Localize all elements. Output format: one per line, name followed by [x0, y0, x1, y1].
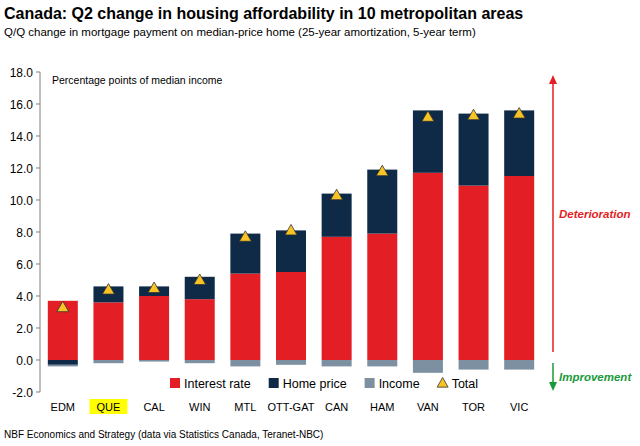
bar: [459, 114, 489, 186]
category-label: QUE: [97, 401, 121, 413]
annotation: Deterioration: [559, 208, 631, 220]
bar: [504, 176, 534, 360]
bar: [504, 110, 534, 176]
bar: [367, 170, 397, 234]
tick-label: 6.0: [16, 258, 33, 272]
category-label: MTL: [234, 401, 256, 413]
bar: [276, 272, 306, 360]
tick: [36, 200, 40, 201]
legend-symbol: [170, 378, 180, 388]
bar: [504, 360, 534, 370]
bar: [93, 360, 123, 363]
bar: [230, 360, 260, 366]
legend-symbol: [269, 378, 279, 388]
tick-label: 8.0: [16, 226, 33, 240]
total-marker: [376, 165, 388, 176]
annotation: Improvement: [559, 371, 632, 383]
tick: [36, 104, 40, 105]
bar: [413, 360, 443, 373]
tick-label: -2.0: [12, 386, 33, 400]
tick-label: 18.0: [10, 66, 34, 80]
highlight: [89, 399, 127, 414]
bar: [276, 360, 306, 365]
tick: [36, 360, 40, 361]
arrow-head: [549, 382, 557, 391]
tick-label: 2.0: [16, 322, 33, 336]
chart: Canada: Q2 change in housing affordabili…: [0, 0, 640, 446]
total-marker: [285, 224, 297, 235]
bar: [413, 173, 443, 360]
tick: [36, 296, 40, 297]
bar: [185, 299, 215, 360]
bar: [322, 360, 352, 366]
bar: [367, 360, 397, 366]
source: NBF Economics and Strategy (data via Sta…: [4, 429, 323, 440]
legend-label: Income: [379, 377, 420, 391]
total-marker: [57, 301, 69, 312]
arrow: [552, 82, 554, 352]
tick: [36, 392, 40, 393]
category-label: VAN: [417, 401, 439, 413]
bar: [139, 360, 169, 362]
bar: [139, 296, 169, 360]
category-label: OTT-GAT: [268, 401, 315, 413]
category-label: TOR: [462, 401, 485, 413]
category-label: EDM: [51, 401, 75, 413]
subtitle: Q/Q change in mortgage payment on median…: [4, 26, 476, 38]
bar: [48, 365, 78, 367]
tick: [36, 72, 40, 73]
y-axis: [40, 72, 41, 392]
category-label: WIN: [189, 401, 210, 413]
title: Canada: Q2 change in housing affordabili…: [4, 5, 523, 22]
tick-label: 16.0: [10, 98, 34, 112]
tick-label: 12.0: [10, 162, 34, 176]
total-marker: [513, 108, 525, 119]
axis-label: Percentage points of median income: [52, 74, 223, 86]
bar: [276, 230, 306, 272]
total-marker: [102, 284, 114, 295]
bar: [230, 274, 260, 360]
legend-symbol: [365, 378, 375, 388]
category-label: CAN: [325, 401, 348, 413]
tick: [36, 232, 40, 233]
tick-label: 10.0: [10, 194, 34, 208]
bar: [459, 360, 489, 370]
total-marker: [331, 189, 343, 200]
tick: [36, 264, 40, 265]
arrow-head: [549, 75, 557, 84]
total-marker: [422, 111, 434, 122]
bar: [459, 186, 489, 360]
tick-label: 4.0: [16, 290, 33, 304]
bar: [48, 301, 78, 360]
total-marker: [239, 231, 251, 242]
bar: [185, 360, 215, 363]
bar: [322, 237, 352, 360]
tick-label: 0.0: [16, 354, 33, 368]
legend-label: Interest rate: [184, 377, 251, 391]
plot-area: [48, 108, 534, 373]
legend-symbol: [437, 378, 448, 388]
total-marker: [468, 109, 480, 120]
category-label: CAL: [143, 401, 164, 413]
bar: [48, 360, 78, 365]
bar: [367, 234, 397, 360]
tick: [36, 168, 40, 169]
tick: [36, 136, 40, 137]
tick-label: 14.0: [10, 130, 34, 144]
total-marker: [148, 282, 160, 293]
category-label: HAM: [370, 401, 394, 413]
arrow: [552, 363, 554, 384]
bar: [413, 110, 443, 172]
legend-label: Total: [452, 377, 478, 391]
legend-label: Home price: [283, 377, 347, 391]
category-label: VIC: [510, 401, 528, 413]
total-marker: [194, 274, 206, 285]
tick: [36, 328, 40, 329]
bar: [93, 302, 123, 360]
